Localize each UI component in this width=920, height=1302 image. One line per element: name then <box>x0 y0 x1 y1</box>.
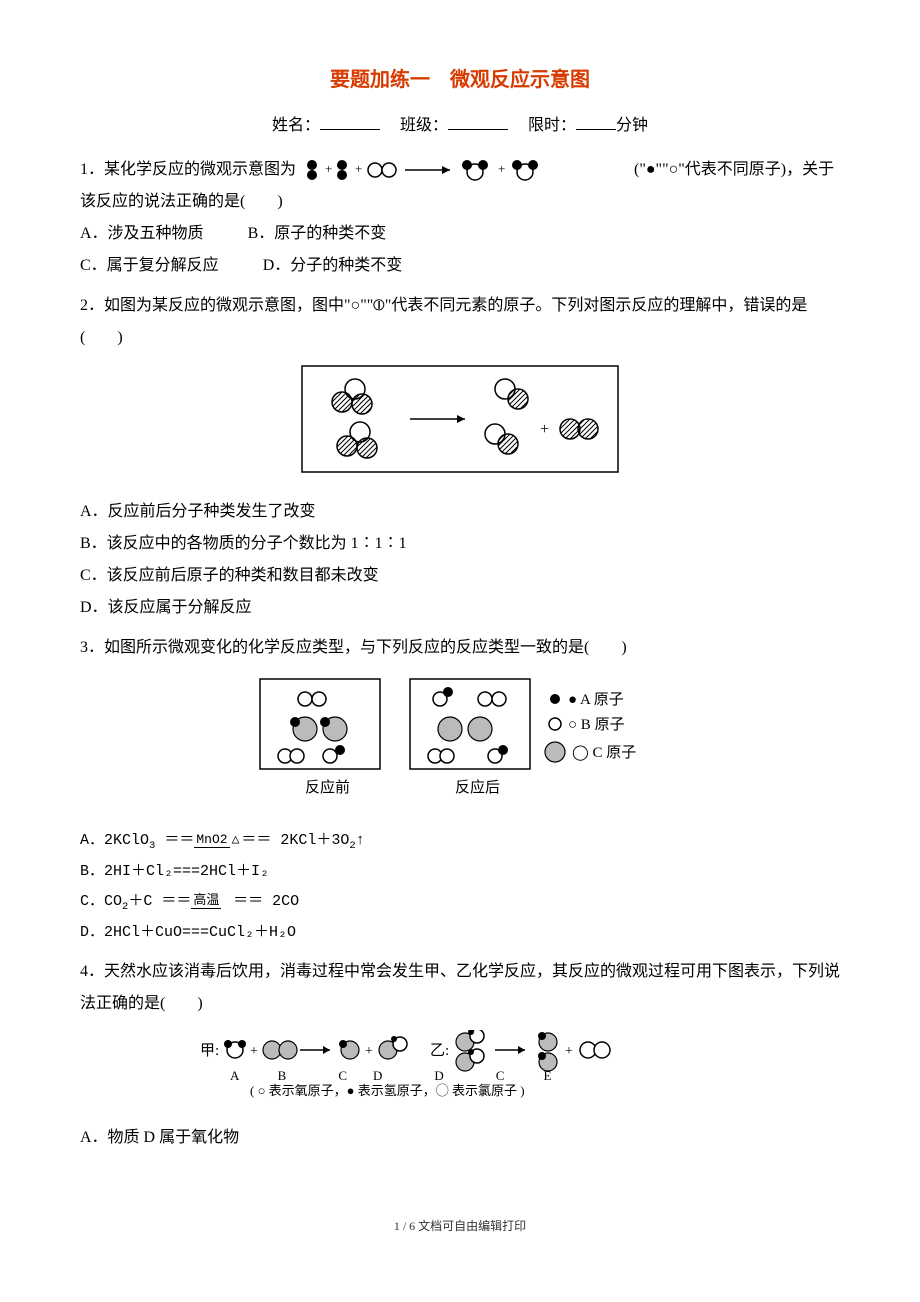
q4-opt-a: A．物质 D 属于氧化物 <box>80 1122 840 1154</box>
q1-reaction-diagram: + + + <box>300 155 630 185</box>
q2-opt-c: C．该反应前后原子的种类和数目都未改变 <box>80 560 840 592</box>
q1-opt-b: B．原子的种类不变 <box>248 218 387 250</box>
question-1: 1．某化学反应的微观示意图为 + + + ("●""○"代表不同原子)，关于该反… <box>80 154 840 218</box>
time-label: 限时： <box>528 117 576 134</box>
svg-text:( ○ 表示氧原子，● 表示氢原子，◯ 表示氯原子 ): ( ○ 表示氧原子，● 表示氢原子，◯ 表示氯原子 ) <box>250 1083 525 1098</box>
q3-opt-b: B．2HI＋Cl₂===2HCl＋I₂ <box>80 857 840 887</box>
q3-opt-c: C．CO2＋C ＝＝高温 ＝＝ 2CO <box>80 887 840 918</box>
q3-opt-d: D．2HCl＋CuO===CuCl₂＋H₂O <box>80 918 840 948</box>
q2-opt-b: B．该反应中的各物质的分子个数比为 1∶1∶1 <box>80 528 840 560</box>
svg-text:+: + <box>355 161 362 176</box>
q1-opt-d: D．分子的种类不变 <box>263 250 403 282</box>
page-footer: 1 / 6 文档可自由编辑打印 <box>80 1214 840 1238</box>
q2-diagram: + <box>300 364 620 474</box>
question-2: 2．如图为某反应的微观示意图，图中"○""⦶"代表不同元素的原子。下列对图示反应… <box>80 290 840 354</box>
svg-text:+: + <box>250 1044 258 1059</box>
svg-text:+: + <box>365 1044 373 1059</box>
page-title: 要题加练一 微观反应示意图 <box>80 60 840 100</box>
svg-text:甲:: 甲: <box>200 1043 219 1059</box>
question-3: 3．如图所示微观变化的化学反应类型，与下列反应的反应类型一致的是( ) <box>80 632 840 664</box>
q2-opt-a: A．反应前后分子种类发生了改变 <box>80 496 840 528</box>
svg-text:反应后: 反应后 <box>455 778 500 796</box>
name-label: 姓名： <box>272 117 320 134</box>
svg-text:◯ C 原子: ◯ C 原子 <box>572 744 636 761</box>
svg-text:乙:: 乙: <box>430 1043 449 1059</box>
q3-opt-a: A．2KClO3 ＝＝MnO2△＝＝ 2KCl＋3O2↑ <box>80 826 840 857</box>
q2-opt-d: D．该反应属于分解反应 <box>80 592 840 624</box>
student-info: 姓名： 班级： 限时： 分钟 <box>80 110 840 142</box>
q1-stem-a: 1．某化学反应的微观示意图为 <box>80 161 296 178</box>
q1-options: A．涉及五种物质 B．原子的种类不变 C．属于复分解反应 D．分子的种类不变 <box>80 218 840 282</box>
question-4: 4．天然水应该消毒后饮用，消毒过程中常会发生甲、乙化学反应，其反应的微观过程可用… <box>80 956 840 1020</box>
svg-text:● A 原子: ● A 原子 <box>568 691 624 708</box>
time-unit: 分钟 <box>616 117 648 134</box>
svg-text:反应前: 反应前 <box>305 778 350 796</box>
q1-opt-c: C．属于复分解反应 <box>80 250 219 282</box>
q3-diagram: 反应前 反应后 ● A 原子 ○ B 原子 ◯ C 原子 <box>250 674 670 804</box>
svg-text:+: + <box>325 161 332 176</box>
svg-text:+: + <box>565 1044 573 1059</box>
q1-opt-a: A．涉及五种物质 <box>80 218 204 250</box>
svg-text:+: + <box>540 421 549 438</box>
svg-text:○ B 原子: ○ B 原子 <box>568 716 625 733</box>
svg-text:+: + <box>498 161 505 176</box>
q4-diagram: 甲: + + 乙: + A B C D D C E ( ○ 表示氧原子，● 表示… <box>200 1030 720 1100</box>
svg-text:A B C D D C E: A B C D D C E <box>230 1068 551 1083</box>
class-label: 班级： <box>400 117 448 134</box>
